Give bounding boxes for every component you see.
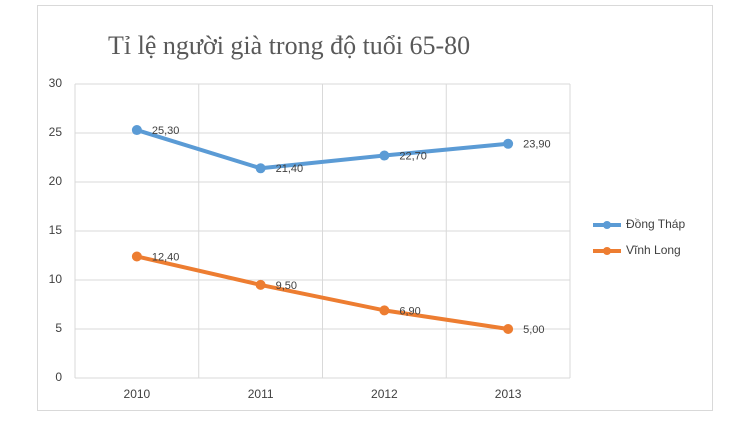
data-point: [255, 163, 266, 174]
chart-border: [37, 5, 713, 411]
y-tick-label: 0: [55, 370, 62, 384]
y-tick-label: 20: [49, 174, 63, 188]
data-label: 6,90: [399, 305, 420, 317]
data-label: 5,00: [523, 324, 544, 336]
legend-marker: [603, 221, 611, 229]
data-point: [255, 279, 266, 290]
data-label: 12,40: [152, 251, 180, 263]
legend-label: Vĩnh Long: [626, 243, 681, 257]
data-label: 22,70: [399, 150, 427, 162]
data-point: [379, 150, 390, 161]
x-tick-label: 2010: [124, 387, 151, 401]
y-tick-label: 30: [49, 76, 63, 90]
data-point: [131, 251, 142, 262]
data-point: [379, 305, 390, 316]
data-point: [503, 138, 514, 149]
series-line: [136, 128, 509, 171]
y-tick-label: 25: [49, 125, 63, 139]
x-tick-label: 2013: [495, 387, 522, 401]
data-point: [131, 125, 142, 136]
data-label: 25,30: [152, 125, 180, 137]
y-tick-label: 15: [49, 223, 63, 237]
x-tick-label: 2012: [371, 387, 398, 401]
y-tick-label: 10: [49, 272, 63, 286]
data-label: 9,50: [276, 280, 297, 292]
data-label: 21,40: [276, 163, 304, 175]
series-line: [136, 254, 509, 331]
y-tick-label: 5: [55, 321, 62, 335]
data-label: 23,90: [523, 139, 551, 151]
x-tick-label: 2011: [248, 387, 274, 401]
legend-marker: [603, 247, 611, 255]
data-point: [503, 324, 514, 334]
chart-title: Tỉ lệ người già trong độ tuổi 65-80: [108, 31, 470, 60]
legend-label: Đồng Tháp: [626, 217, 685, 231]
